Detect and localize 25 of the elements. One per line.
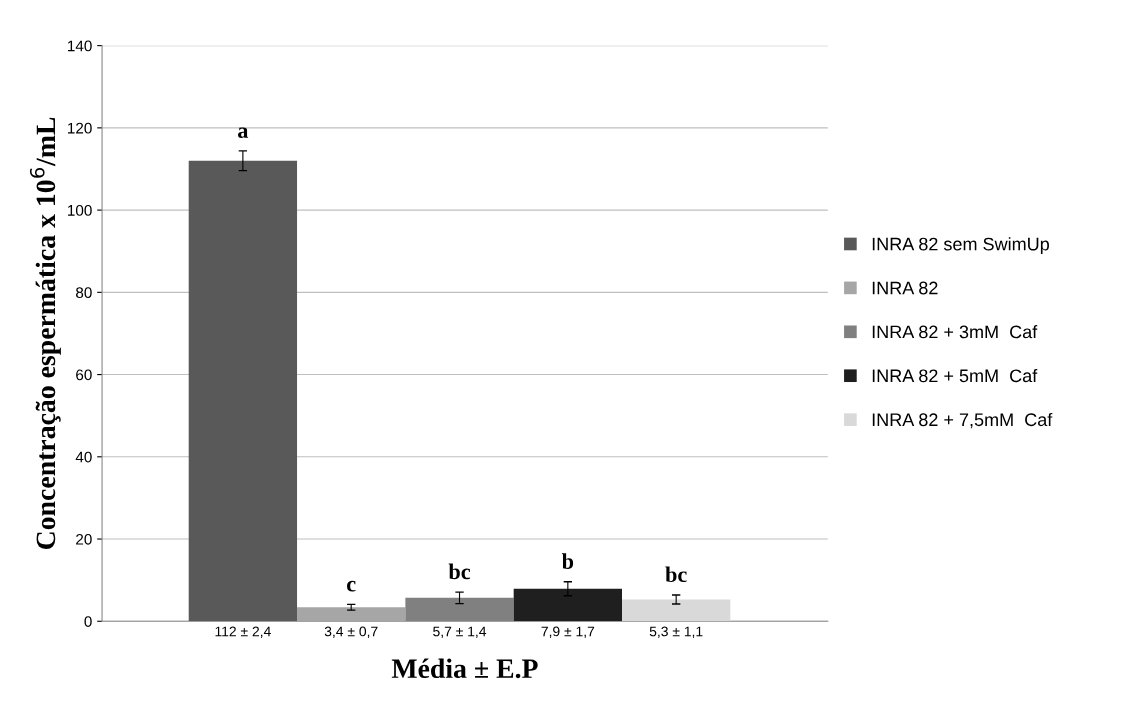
annotation: b <box>561 553 574 569</box>
legend-label: INRA 82 + 5mM Caf <box>872 368 1038 383</box>
annotation: a <box>238 127 249 139</box>
y-axis-title: Concentração espermática x 10$^{6}$/mL <box>29 117 61 550</box>
x-tick-label: 3,4 ± 0,7 <box>324 626 378 638</box>
annotation: c <box>347 580 356 592</box>
annotation: bc <box>448 563 471 580</box>
y-tick-label: 120 <box>68 122 92 134</box>
y-tick-label: 20 <box>76 533 92 545</box>
x-tick-label: 5,3 ± 1,1 <box>649 626 703 638</box>
legend-label: INRA 82 <box>872 281 938 295</box>
y-tick-label: 100 <box>68 204 92 216</box>
x-tick-label: 7,9 ± 1,7 <box>541 626 595 638</box>
annotation: bc <box>665 566 687 583</box>
legend-label: INRA 82 + 7,5mM Caf <box>872 412 1053 429</box>
y-tick-label: 40 <box>75 451 92 463</box>
y-tick-label: 140 <box>68 40 92 52</box>
legend-label: INRA 82 sem SwimUp <box>872 237 1049 255</box>
x-tick-label: 5,7 ± 1,4 <box>433 626 487 638</box>
y-tick-label: 60 <box>76 369 92 381</box>
y-tick-label: 0 <box>84 616 92 627</box>
legend-label: INRA 82 + 3mM Caf <box>872 325 1038 339</box>
y-tick-label: 80 <box>76 287 92 299</box>
x-tick-label: 112 ± 2,4 <box>215 626 271 638</box>
x-axis-title: Média ± E.P <box>391 658 538 679</box>
